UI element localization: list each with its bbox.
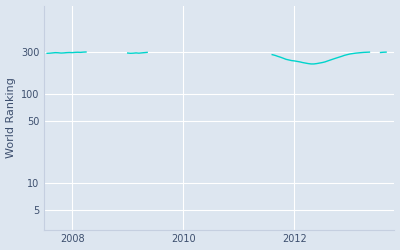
Y-axis label: World Ranking: World Ranking xyxy=(6,77,16,158)
